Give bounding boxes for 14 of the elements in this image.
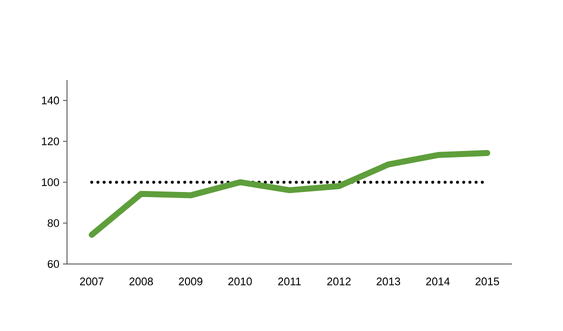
y-tick-label: 140 <box>42 96 60 104</box>
y-tick-label: 100 <box>42 178 60 186</box>
x-tick-label: 2010 <box>228 278 252 286</box>
x-tick-label: 2015 <box>476 278 500 286</box>
x-tick-label: 2011 <box>278 278 301 286</box>
y-tick-label: 80 <box>48 219 60 227</box>
x-tick-label: 2014 <box>426 278 450 286</box>
x-tick-label: 2012 <box>327 278 351 286</box>
x-tick-label: 2013 <box>376 278 400 286</box>
y-tick-label: 120 <box>42 137 60 146</box>
x-tick-label: 2008 <box>129 278 153 286</box>
x-tick-label: 2009 <box>178 278 202 286</box>
y-tick-label: 60 <box>48 260 60 268</box>
x-tick-label: 2007 <box>80 278 104 286</box>
